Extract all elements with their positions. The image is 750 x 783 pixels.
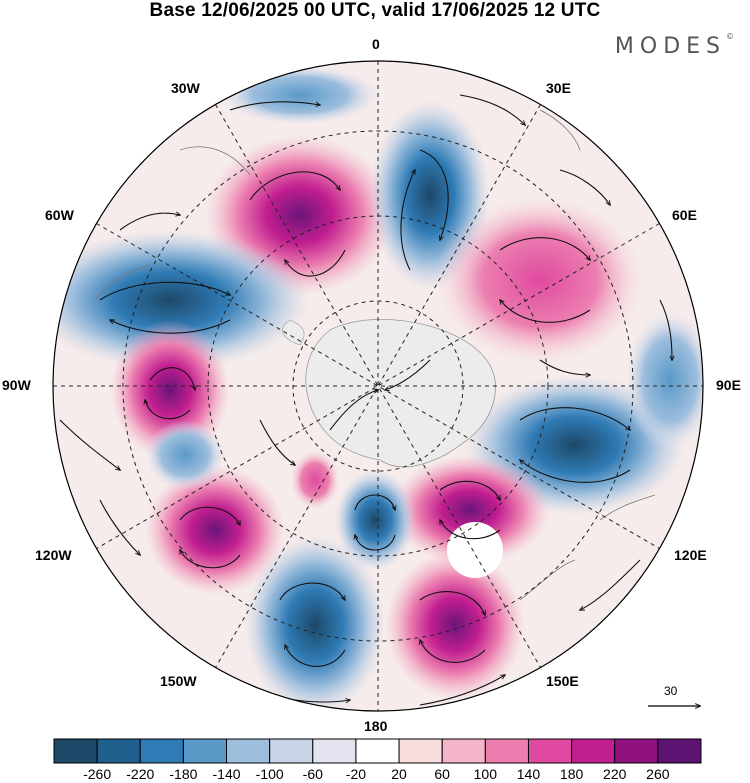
colorbar-swatch <box>96 738 141 764</box>
colorbar-tick-label: -60 <box>302 766 323 782</box>
anomaly-negative <box>335 470 415 570</box>
anomaly-positive <box>390 455 550 565</box>
anomaly-negative <box>245 535 385 711</box>
colorbar-swatch <box>226 738 271 764</box>
colorbar-swatch <box>657 738 702 764</box>
colorbar-swatch <box>571 738 616 764</box>
colorbar-tick-label: 100 <box>473 766 498 782</box>
colorbar-tick-label: -140 <box>212 766 241 782</box>
colorbar-tick-label: 220 <box>603 766 627 782</box>
lon-label-60e: 60E <box>672 207 697 223</box>
colorbar-tick-label: -180 <box>169 766 198 782</box>
colorbar-tick-label: 60 <box>434 766 450 782</box>
colorbar-tick-label: -260 <box>83 766 112 782</box>
lon-label-90w: 90W <box>2 377 31 393</box>
anomaly-negative <box>625 310 703 450</box>
lon-label-120e: 120E <box>674 547 707 563</box>
colorbar-tick-label: -100 <box>255 766 284 782</box>
lon-label-120w: 120W <box>35 547 72 563</box>
brand-logo: MODES© <box>614 32 734 59</box>
lon-label-30e: 30E <box>546 80 571 96</box>
colorbar-tick-label: 180 <box>559 766 584 782</box>
colorbar-tick-label: 140 <box>516 766 541 782</box>
colorbar-tick-label: 260 <box>646 766 670 782</box>
coastline <box>94 109 656 601</box>
colorbar-swatch <box>312 738 357 764</box>
lon-label-60w: 60W <box>45 207 74 223</box>
colorbar-swatch <box>269 738 314 764</box>
lon-label-30w: 30W <box>171 80 200 96</box>
map-title: Base 12/06/2025 00 UTC, valid 17/06/2025… <box>149 0 601 21</box>
colorbar-tick-label: -220 <box>126 766 155 782</box>
anomaly-positive <box>435 195 645 365</box>
antarctic-peninsula <box>282 319 305 346</box>
colorbar-swatch <box>614 738 659 764</box>
antarctica-landmass <box>305 319 496 468</box>
colorbar-tick-label: 20 <box>391 766 407 782</box>
anomaly-positive <box>290 450 340 510</box>
colorbar-swatch <box>527 738 573 764</box>
lon-label-150w: 150W <box>160 673 197 689</box>
wind-vectors <box>59 94 672 706</box>
anomaly-positive <box>145 465 285 595</box>
colorbar-swatch <box>355 738 400 764</box>
colorbar-swatch <box>484 738 529 764</box>
anomaly-negative <box>145 420 225 490</box>
graticule <box>53 61 703 711</box>
colorbar-tick-label: -20 <box>345 766 367 782</box>
lon-label-0: 0 <box>372 36 380 52</box>
colorbar-swatch <box>398 738 443 764</box>
anomaly-negative <box>53 230 310 370</box>
colorbar-swatch <box>182 738 228 764</box>
colorbar-swatch <box>139 738 184 764</box>
map-border <box>52 60 704 712</box>
lon-label-90e: 90E <box>716 377 741 393</box>
reference-vector-label: 30 <box>664 684 678 698</box>
lon-label-150e: 150E <box>546 673 579 689</box>
anomaly-positive <box>385 550 525 700</box>
colorbar-swatch <box>441 738 486 764</box>
lon-label-180: 180 <box>364 718 388 734</box>
colorbar-swatch <box>53 738 98 764</box>
